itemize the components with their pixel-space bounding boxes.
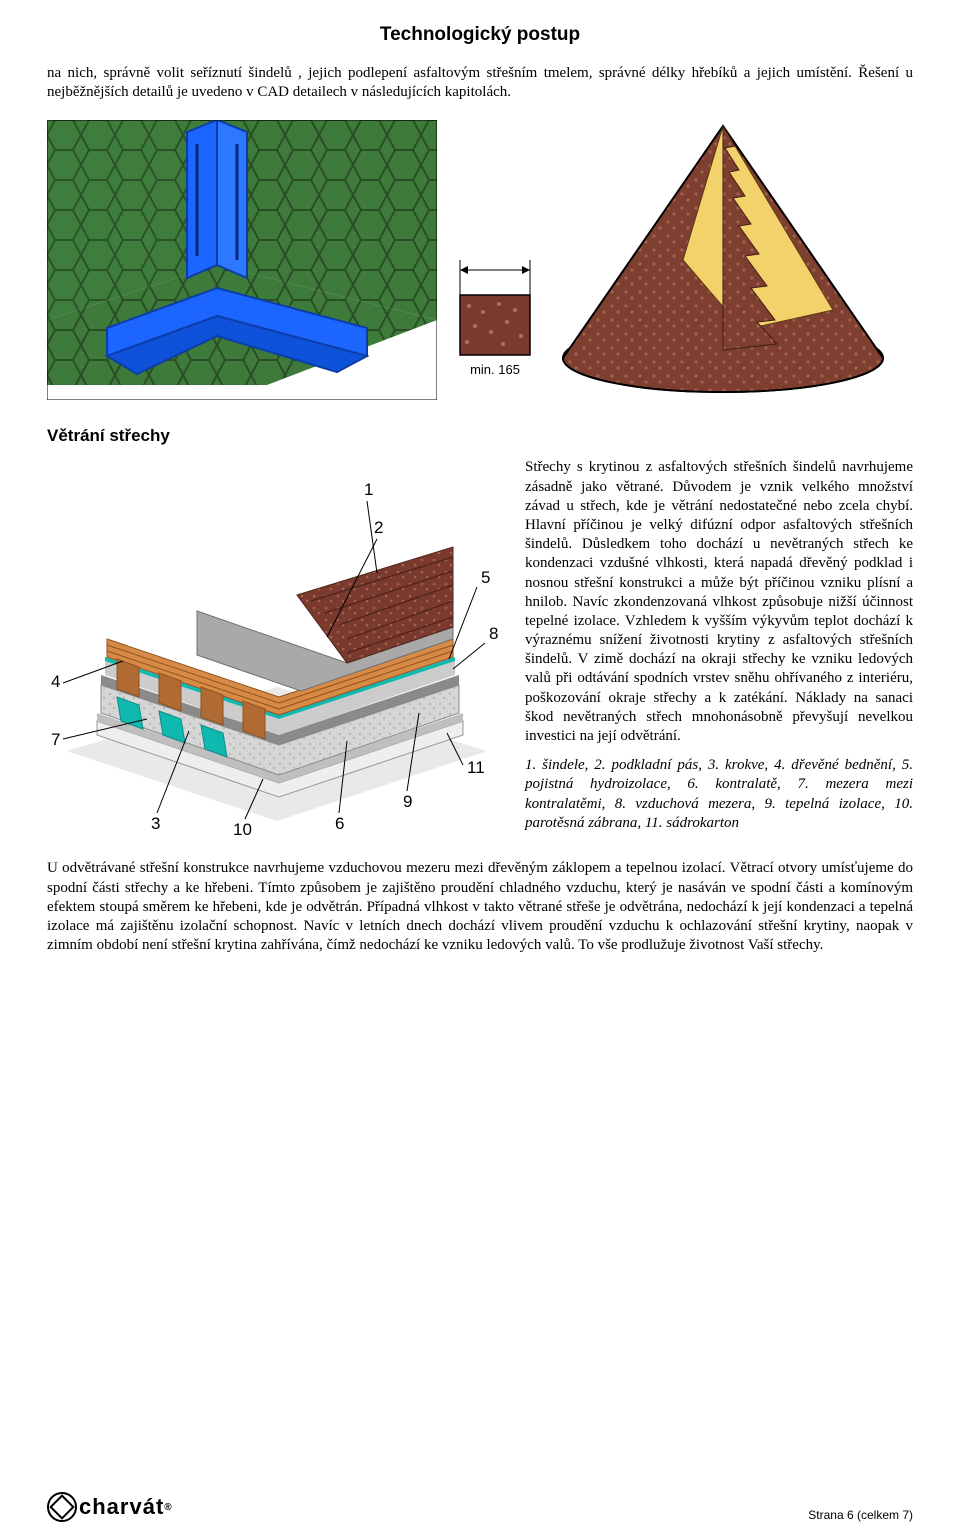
brand-logo: charvát® <box>47 1492 173 1522</box>
page-footer: charvát® Strana 6 (celkem 7) <box>47 1492 913 1522</box>
page-number: Strana 6 (celkem 7) <box>808 1508 913 1522</box>
callout-11: 11 <box>467 758 485 777</box>
callout-8: 8 <box>489 624 498 643</box>
section-heading: Větrání střechy <box>47 426 913 446</box>
brand-name: charvát <box>79 1494 164 1520</box>
dim-label: min. 165 <box>470 362 520 377</box>
page-title: Technologický postup <box>47 24 913 46</box>
intro-paragraph: na nich, správně volit seříznutí šindelů… <box>47 64 913 102</box>
callout-10: 10 <box>233 820 252 839</box>
figure-roof-layers: 1 2 5 8 4 7 3 10 <box>47 461 507 841</box>
callout-3: 3 <box>151 814 160 833</box>
callout-4: 4 <box>51 672 60 691</box>
callout-9: 9 <box>403 792 412 811</box>
figure-cone <box>553 120 893 400</box>
callout-6: 6 <box>335 814 344 833</box>
callout-2: 2 <box>374 518 383 537</box>
callout-5: 5 <box>481 568 490 587</box>
brand-logo-icon <box>47 1492 77 1522</box>
callout-1: 1 <box>364 480 373 499</box>
figure-row-top: min. 165 <box>47 120 913 400</box>
ventilated-construction-paragraph: U odvětrávané střešní konstrukce navrhuj… <box>47 859 913 955</box>
figure-sample-width: min. 165 <box>455 240 535 400</box>
callout-7: 7 <box>51 730 60 749</box>
figure-wall-flashing <box>47 120 437 400</box>
